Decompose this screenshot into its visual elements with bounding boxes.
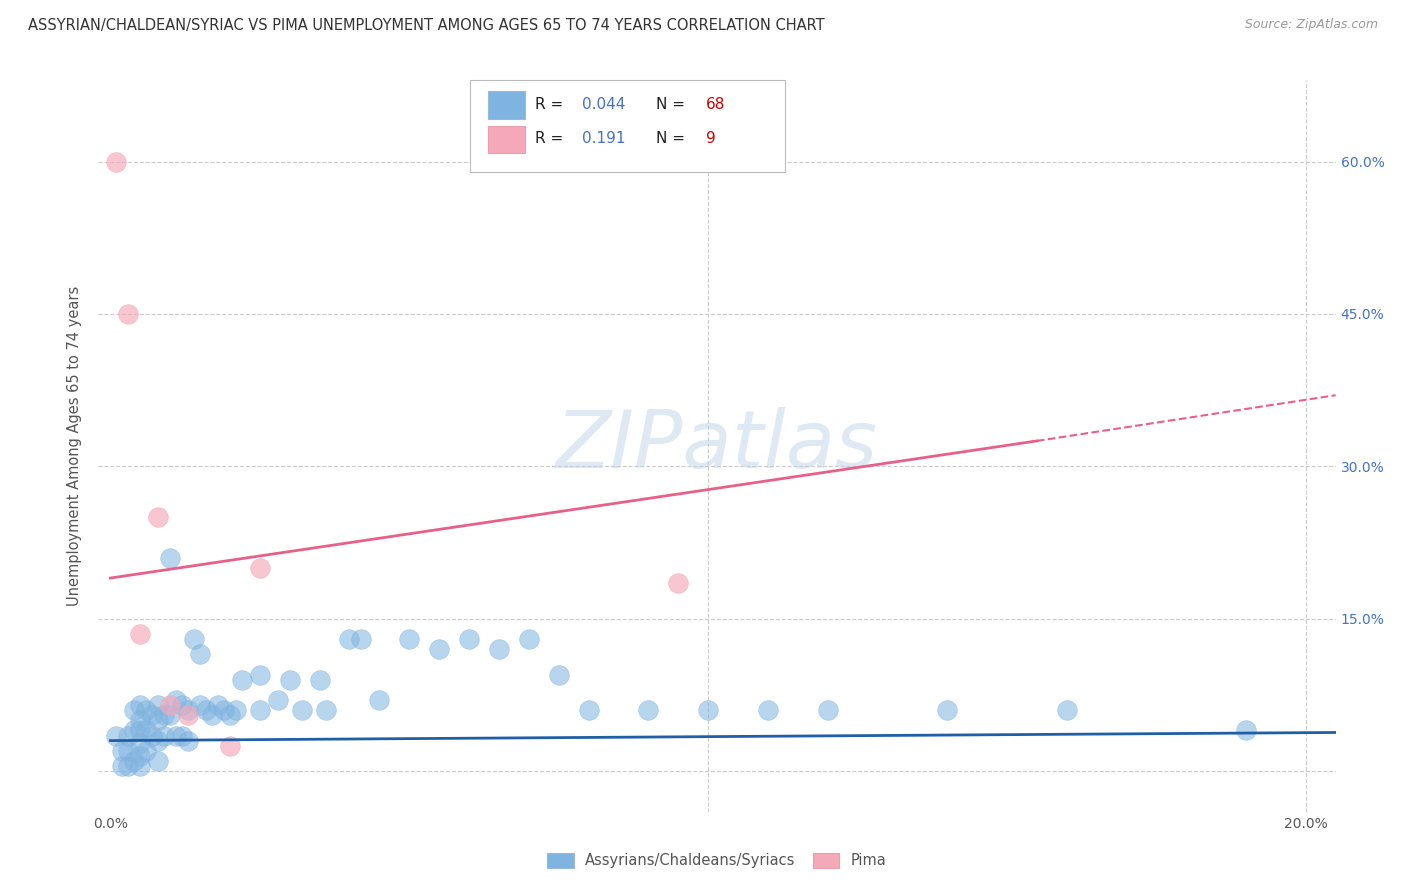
Point: [666, 576, 689, 591]
Point: [183, 632, 205, 646]
FancyBboxPatch shape: [488, 91, 526, 119]
Point: [165, 693, 187, 707]
Point: [291, 703, 314, 717]
FancyBboxPatch shape: [470, 80, 785, 171]
Point: [231, 673, 253, 687]
Point: [141, 708, 163, 723]
Point: [308, 673, 330, 687]
Point: [315, 703, 337, 717]
Point: [148, 714, 170, 728]
Text: N =: N =: [657, 131, 695, 146]
Y-axis label: Unemployment Among Ages 65 to 74 years: Unemployment Among Ages 65 to 74 years: [67, 285, 83, 607]
Point: [135, 723, 157, 738]
Point: [111, 744, 134, 758]
Point: [225, 703, 247, 717]
Point: [129, 723, 152, 738]
Point: [124, 723, 146, 738]
Point: [219, 739, 242, 753]
Point: [578, 703, 600, 717]
Point: [488, 642, 510, 657]
Point: [153, 708, 176, 723]
Point: [201, 708, 224, 723]
Point: [249, 703, 271, 717]
Point: [547, 667, 569, 681]
Point: [148, 510, 170, 524]
Point: [105, 154, 128, 169]
Point: [129, 698, 152, 712]
Point: [219, 708, 242, 723]
Point: [111, 759, 134, 773]
Text: R =: R =: [536, 97, 568, 112]
Point: [117, 744, 139, 758]
Point: [249, 561, 271, 575]
Point: [177, 733, 200, 747]
Point: [172, 729, 194, 743]
Text: 68: 68: [706, 97, 725, 112]
Point: [267, 693, 290, 707]
Point: [458, 632, 481, 646]
Point: [517, 632, 540, 646]
Point: [159, 698, 181, 712]
Point: [165, 729, 187, 743]
Text: 0.044: 0.044: [582, 97, 626, 112]
Point: [148, 698, 170, 712]
Text: ZIPatlas: ZIPatlas: [555, 407, 879, 485]
Point: [148, 754, 170, 768]
Point: [427, 642, 450, 657]
Point: [195, 703, 218, 717]
Point: [756, 703, 779, 717]
Point: [129, 714, 152, 728]
Point: [117, 729, 139, 743]
Point: [129, 627, 152, 641]
Point: [339, 632, 361, 646]
Point: [105, 729, 128, 743]
Point: [188, 647, 211, 661]
Legend: Assyrians/Chaldeans/Syriacs, Pima: Assyrians/Chaldeans/Syriacs, Pima: [541, 847, 893, 874]
Point: [637, 703, 659, 717]
Point: [129, 748, 152, 763]
Point: [188, 698, 211, 712]
Point: [159, 708, 181, 723]
Point: [1234, 723, 1257, 738]
Point: [172, 698, 194, 712]
Point: [159, 550, 181, 565]
Text: N =: N =: [657, 97, 690, 112]
Point: [124, 703, 146, 717]
Point: [129, 736, 152, 750]
Text: 9: 9: [706, 131, 716, 146]
Point: [135, 744, 157, 758]
Point: [249, 667, 271, 681]
Point: [135, 703, 157, 717]
Point: [398, 632, 420, 646]
Point: [129, 759, 152, 773]
Text: ASSYRIAN/CHALDEAN/SYRIAC VS PIMA UNEMPLOYMENT AMONG AGES 65 TO 74 YEARS CORRELAT: ASSYRIAN/CHALDEAN/SYRIAC VS PIMA UNEMPLO…: [28, 18, 825, 33]
Point: [936, 703, 959, 717]
Point: [117, 759, 139, 773]
Point: [697, 703, 720, 717]
Point: [207, 698, 229, 712]
Text: 0.191: 0.191: [582, 131, 626, 146]
Point: [117, 307, 139, 321]
Point: [124, 754, 146, 768]
Point: [141, 729, 163, 743]
Point: [368, 693, 391, 707]
Point: [177, 708, 200, 723]
Point: [1056, 703, 1078, 717]
Text: R =: R =: [536, 131, 574, 146]
FancyBboxPatch shape: [488, 126, 526, 153]
Point: [212, 703, 235, 717]
Point: [350, 632, 373, 646]
Text: Source: ZipAtlas.com: Source: ZipAtlas.com: [1244, 18, 1378, 31]
Point: [153, 729, 176, 743]
Point: [177, 703, 200, 717]
Point: [148, 733, 170, 747]
Point: [817, 703, 839, 717]
Point: [278, 673, 301, 687]
